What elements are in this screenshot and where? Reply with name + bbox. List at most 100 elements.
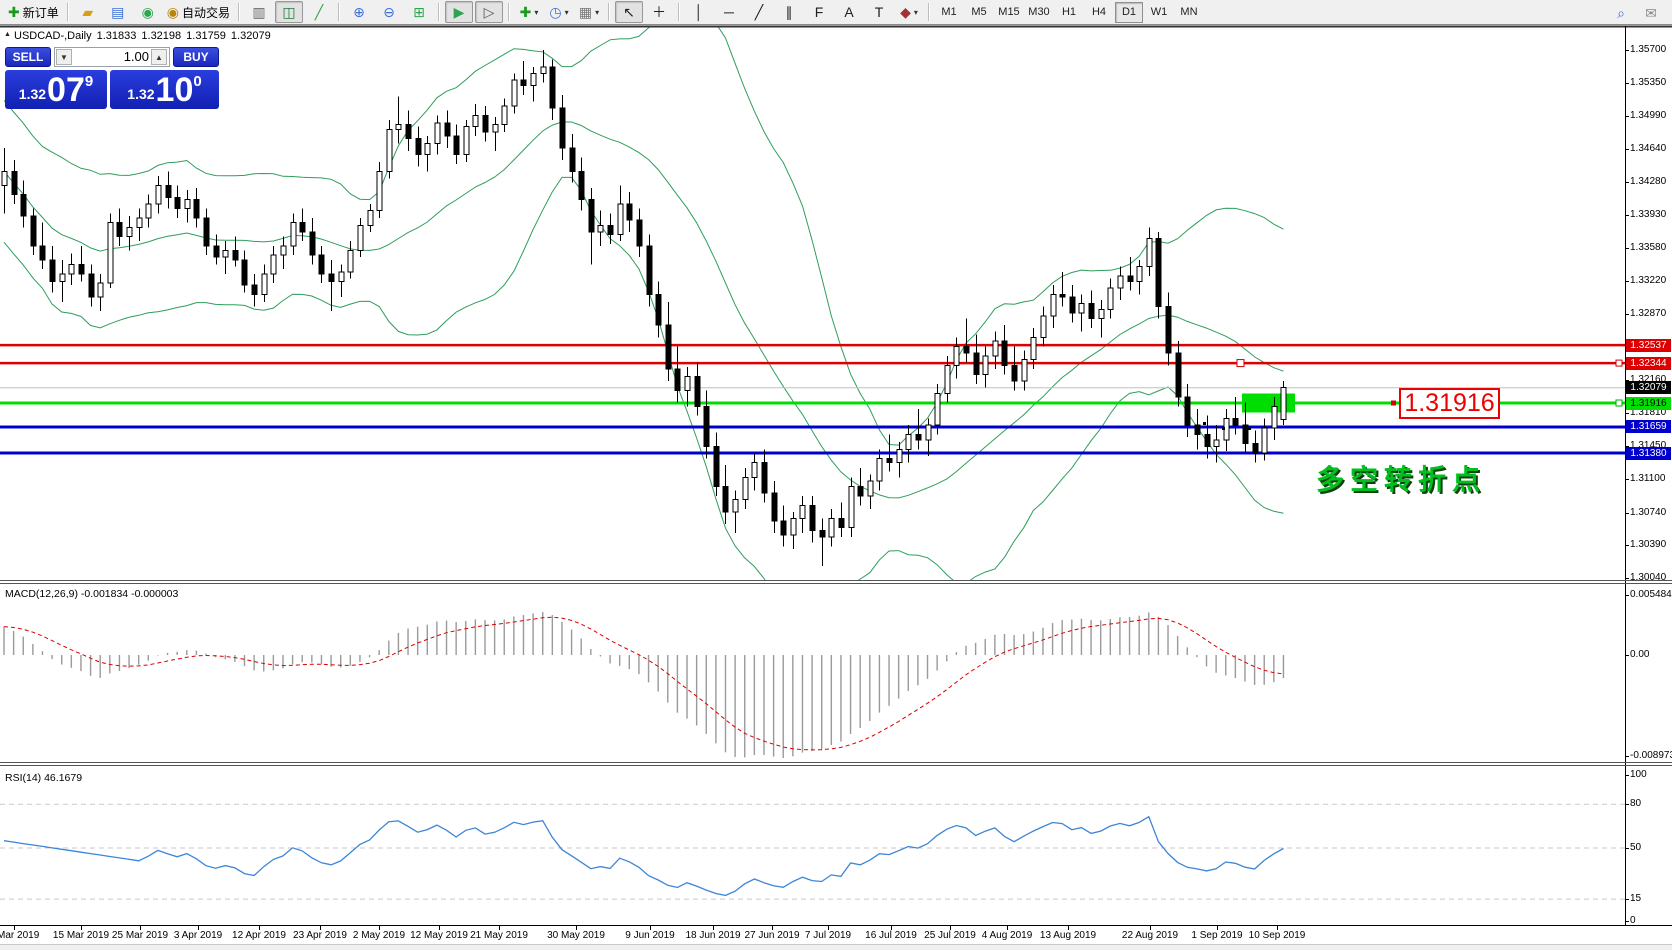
fibonacci-button[interactable]: F [805, 1, 833, 23]
macd-histogram-bar [1215, 655, 1217, 673]
indicators-icon: ✚ [519, 4, 532, 20]
auto-trading-icon: ◉ [166, 4, 179, 20]
macd-histogram-bar [792, 655, 794, 757]
timeframe-h1-button[interactable]: H1 [1061, 6, 1077, 18]
timeframe-w1-button[interactable]: W1 [1150, 6, 1168, 18]
macd-histogram-bar [580, 638, 582, 655]
dot-marker [1203, 422, 1206, 425]
bollinger-lower-band [3, 176, 1284, 580]
timeframe-m30-button[interactable]: M30 [1028, 6, 1050, 18]
macd-histogram-bar [41, 651, 44, 655]
timeframe-mn-button[interactable]: MN [1180, 6, 1198, 18]
macd-histogram-bar [359, 655, 361, 662]
macd-histogram-bar [465, 620, 467, 655]
macd-histogram-bar [330, 655, 332, 667]
chart-shift-button[interactable]: ▷ [474, 1, 503, 23]
macd-histogram-bar [974, 642, 977, 655]
macd-histogram-bar [291, 655, 294, 665]
templates-button[interactable]: ▦ ▾ [575, 1, 603, 23]
macd-histogram-bar [1119, 617, 1121, 655]
trendline-button[interactable]: ╱ [745, 1, 773, 23]
macd-histogram-bar [763, 655, 765, 756]
candlestick-chart-button[interactable]: ◫ [274, 1, 303, 23]
dropdown-caret-icon[interactable]: ▾ [564, 7, 569, 17]
chat-button[interactable]: ✉ [1637, 2, 1665, 24]
macd-histogram-bar [243, 655, 246, 667]
zoom-in-icon: ⊕ [353, 4, 365, 20]
timeframe-m5-button[interactable]: M5 [971, 6, 987, 18]
timeframe-m15-button[interactable]: M15 [998, 6, 1020, 18]
text-label-icon: T [874, 4, 884, 20]
macd-histogram-bar [734, 655, 736, 757]
macd-histogram-bar [522, 615, 525, 655]
signals-button[interactable]: ◉ [134, 1, 162, 23]
bollinger-middle-band [3, 121, 1284, 499]
line-handle[interactable] [1615, 399, 1623, 407]
macd-histogram-bar [715, 655, 717, 744]
text-label-button[interactable]: T [865, 1, 893, 23]
macd-histogram-bar [3, 626, 5, 655]
dropdown-caret-icon[interactable]: ▾ [913, 7, 918, 17]
macd-histogram-bar [667, 655, 669, 703]
crosshair-button[interactable]: ＋ [645, 1, 673, 23]
arrows-button[interactable]: ◆ ▾ [895, 1, 923, 23]
macd-histogram-bar [1061, 620, 1063, 655]
zoom-in-button[interactable]: ⊕ [345, 1, 373, 23]
macd-histogram-bar [984, 639, 986, 655]
line-chart-button[interactable]: ╱ [305, 1, 333, 23]
macd-histogram-bar [1138, 615, 1140, 655]
auto-trading-button[interactable]: ◉ 自动交易 [164, 1, 233, 23]
macd-histogram-bar [70, 655, 73, 668]
timeframe-h4-button[interactable]: H4 [1091, 6, 1107, 18]
macd-histogram-bar [1167, 625, 1169, 655]
bar-chart-button[interactable]: ▥ [245, 1, 273, 23]
chat-icon: ✉ [1645, 5, 1657, 21]
cursor-icon: ↖ [623, 4, 635, 20]
horizontal-line-button[interactable]: ─ [715, 1, 743, 23]
candlestick-chart-icon: ◫ [282, 4, 296, 20]
macd-histogram-bar [561, 621, 563, 655]
zoom-out-button[interactable]: ⊖ [375, 1, 403, 23]
macd-histogram-bar [551, 615, 554, 655]
timeframe-d1-button[interactable]: D1 [1114, 1, 1143, 23]
macd-histogram-bar [1051, 623, 1054, 655]
macd-histogram-bar [272, 655, 275, 671]
rsi-pane-area[interactable] [0, 766, 1625, 925]
tile-windows-button[interactable]: ⊞ [405, 1, 433, 23]
arrows-icon: ◆ [900, 4, 911, 20]
annotation-anchor[interactable] [1391, 400, 1396, 406]
candles [1, 50, 1287, 566]
dropdown-caret-icon[interactable]: ▾ [534, 7, 539, 17]
macd-histogram-bar [301, 655, 303, 663]
toolbar-separator [337, 3, 340, 21]
macd-histogram-bar [1253, 655, 1256, 685]
auto-scroll-button[interactable]: ▶ [444, 1, 473, 23]
market-watch-button[interactable]: ▤ [104, 1, 132, 23]
macd-histogram-bar [455, 622, 457, 655]
trendline-icon: ╱ [754, 4, 764, 20]
indicators-button[interactable]: ✚ ▾ [515, 1, 543, 23]
search-button[interactable]: ⌕ [1607, 2, 1635, 24]
cursor-button[interactable]: ↖ [614, 1, 643, 23]
macd-histogram-bar [1244, 655, 1246, 682]
macd-histogram-bar [1109, 619, 1111, 655]
text-button[interactable]: A [835, 1, 863, 23]
macd-histogram-bar [445, 620, 448, 655]
vertical-line-button[interactable]: │ [685, 1, 713, 23]
macd-histogram-bar [955, 652, 958, 655]
timeframe-m1-button[interactable]: M1 [941, 6, 957, 18]
dropdown-caret-icon[interactable]: ▾ [595, 7, 600, 17]
channel-button[interactable]: ∥ [775, 1, 803, 23]
macd-histogram-bar [1090, 619, 1092, 655]
periods-button[interactable]: ◷ ▾ [545, 1, 573, 23]
text-icon: A [844, 4, 854, 20]
new-order-button[interactable]: ✚ 新订单 [5, 1, 62, 23]
macd-histogram-bar [1071, 619, 1073, 655]
macd-histogram-bar [821, 655, 823, 750]
profile-chart-button[interactable]: ▰ [74, 1, 102, 23]
line-handle[interactable] [1615, 359, 1623, 367]
macd-histogram-bar [166, 652, 169, 655]
line-handle[interactable] [1236, 359, 1245, 368]
macd-histogram-bar [80, 655, 82, 672]
